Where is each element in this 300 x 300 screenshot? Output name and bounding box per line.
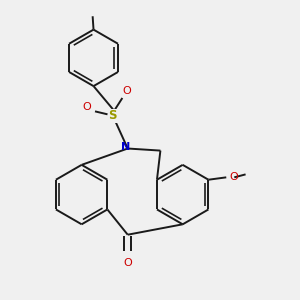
Text: O: O <box>123 258 132 268</box>
Text: O: O <box>229 172 238 182</box>
Text: O: O <box>123 85 131 96</box>
Text: O: O <box>82 103 91 112</box>
Text: N: N <box>121 142 130 152</box>
Text: S: S <box>109 109 117 122</box>
